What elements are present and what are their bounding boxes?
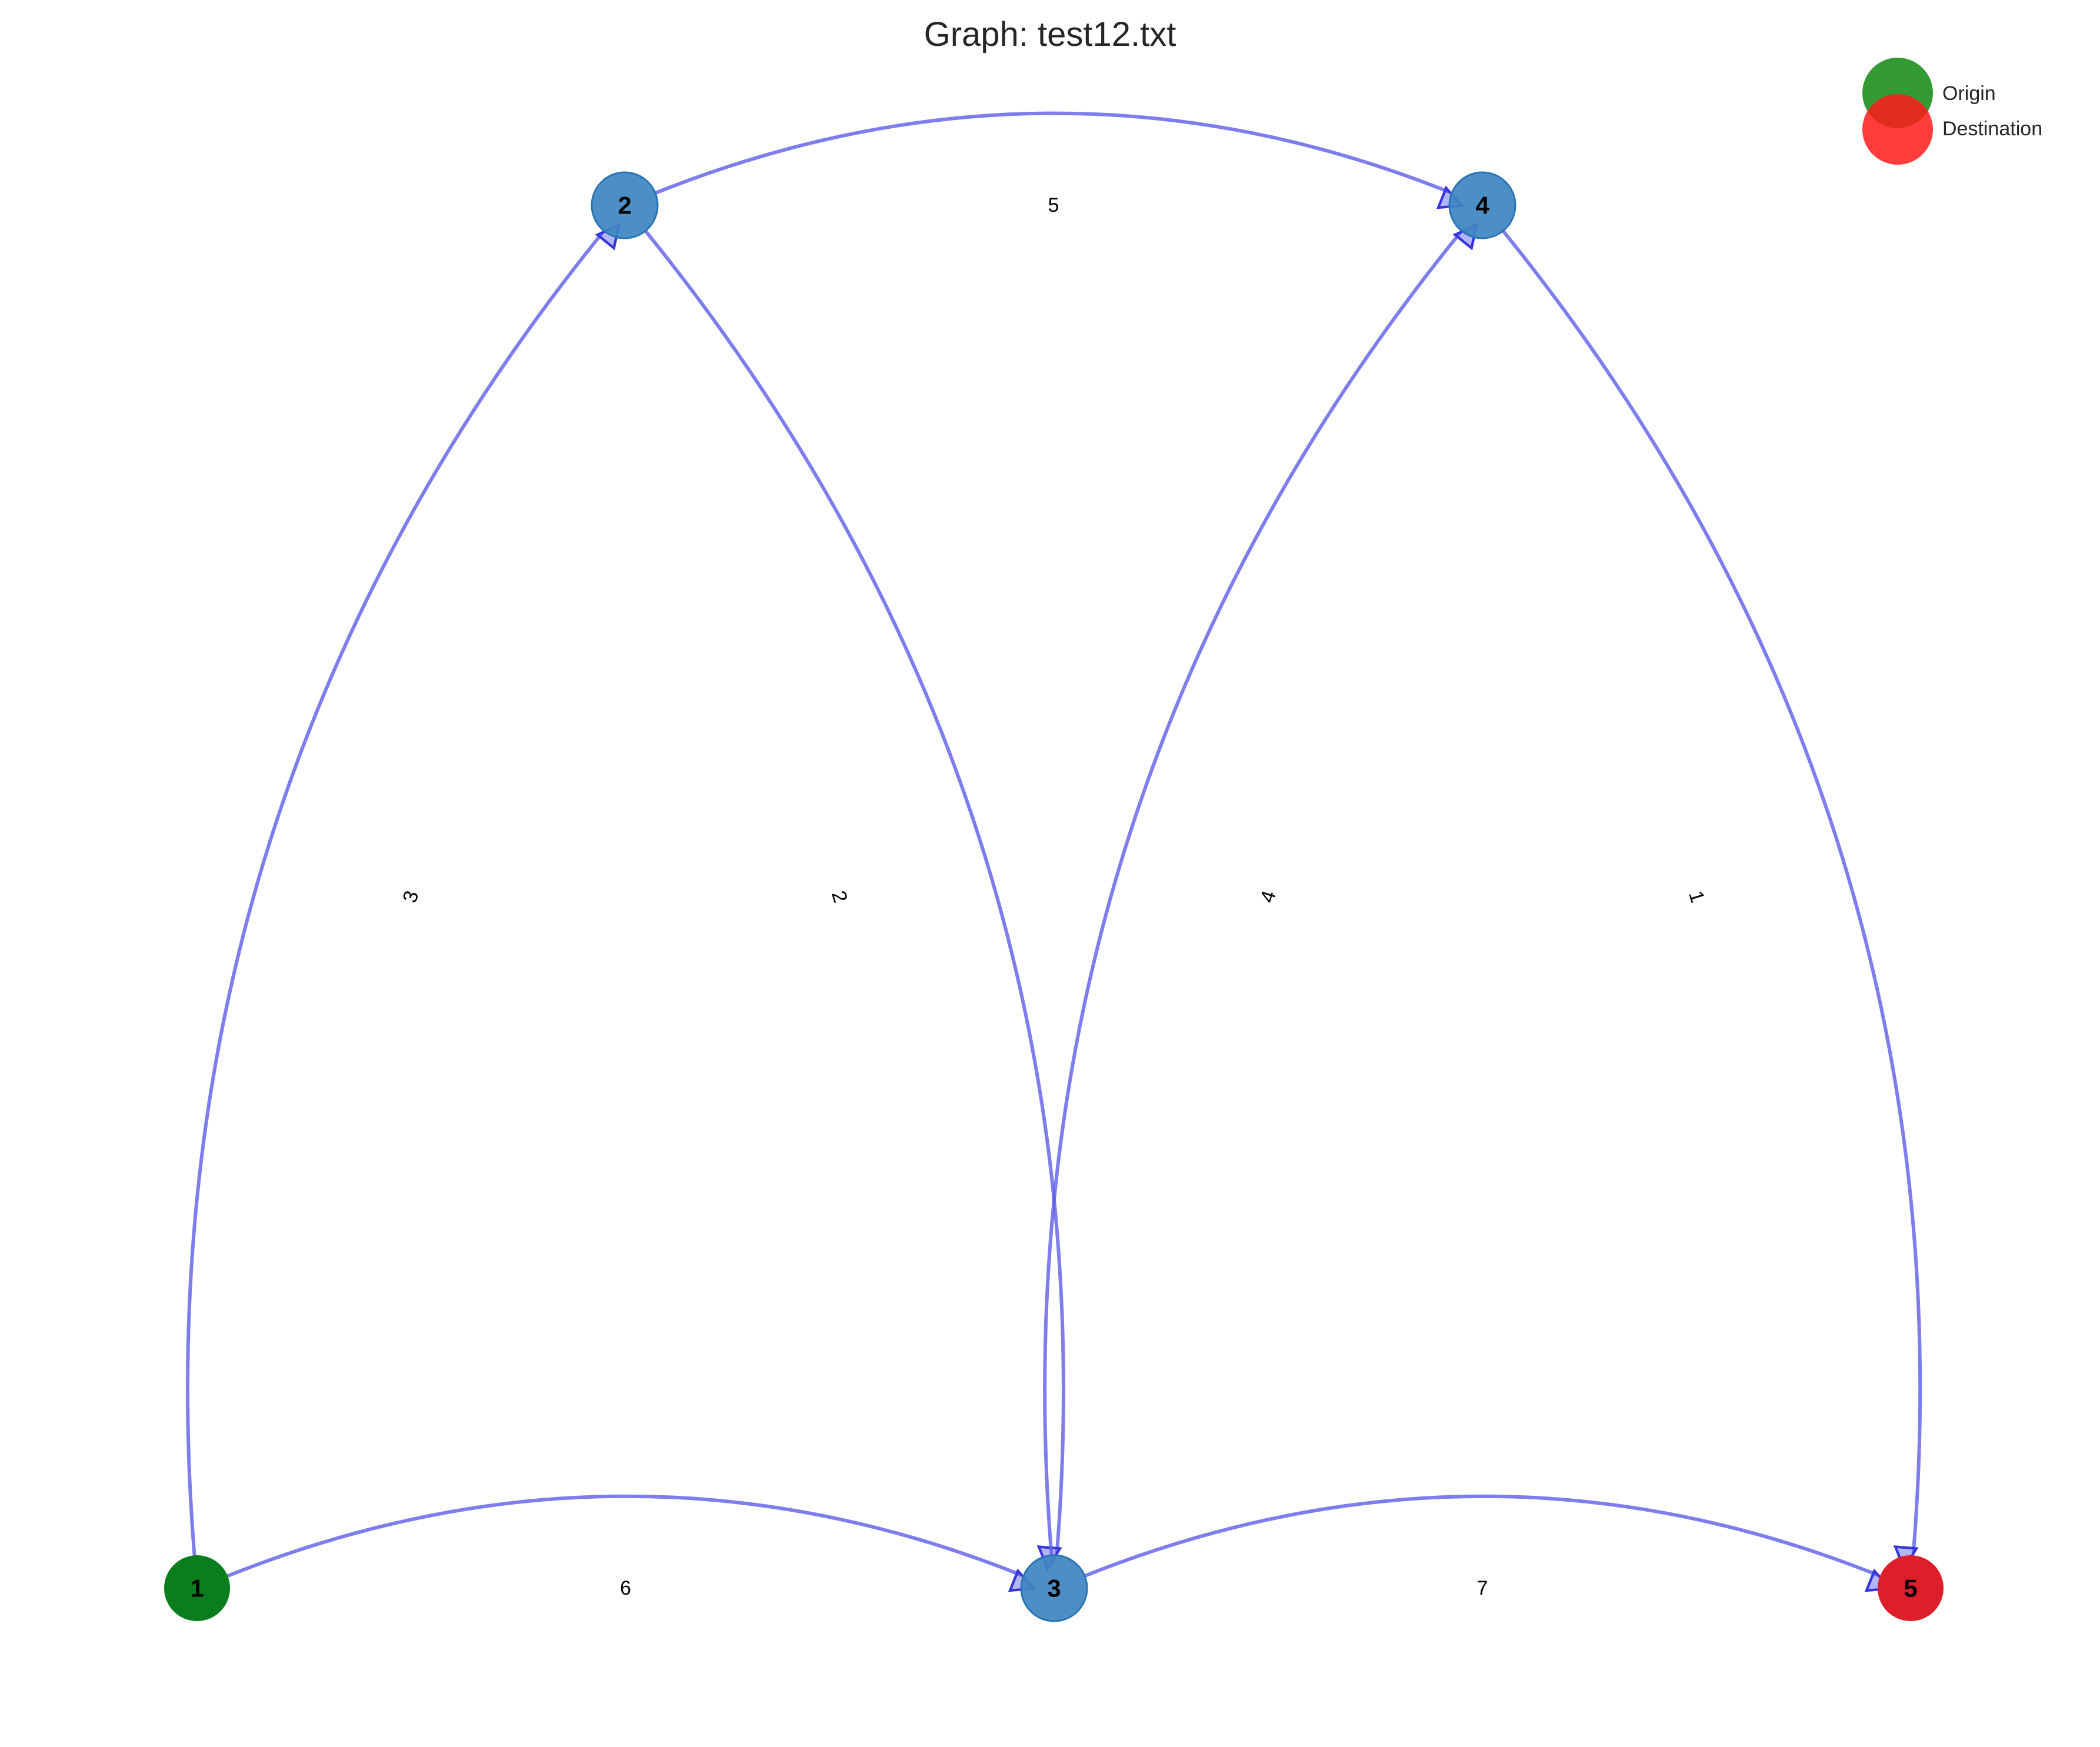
- node-1: 1: [164, 1555, 230, 1621]
- legend-destination-label: Destination: [1942, 118, 2042, 140]
- node-4: 4: [1448, 171, 1516, 239]
- edge-weight-label-3-4: 4: [1256, 888, 1281, 905]
- node-2: 2: [591, 171, 659, 239]
- node-5-circle: [1878, 1555, 1944, 1621]
- node-2-circle: [591, 171, 659, 239]
- node-4-circle: [1448, 171, 1516, 239]
- node-2-label: 2: [618, 192, 631, 219]
- edge-1-2: [186, 222, 621, 1557]
- node-3-label: 3: [1047, 1575, 1061, 1602]
- node-3: 3: [1020, 1554, 1088, 1622]
- edge-2-4: [654, 111, 1465, 209]
- edge-1-3: [226, 1494, 1036, 1592]
- edge-weight-label-1-2: 3: [399, 888, 424, 905]
- node-3-circle: [1020, 1554, 1088, 1622]
- edge-3-5: [1083, 1494, 1893, 1592]
- graph-title: Graph: test12.txt: [924, 15, 1176, 54]
- legend-destination-swatch: [1862, 94, 1933, 165]
- edge-weight-label-3-5: 7: [1477, 1577, 1488, 1599]
- legend-origin-label: Origin: [1942, 82, 1996, 105]
- edge-weight-label-2-4: 5: [1048, 194, 1059, 216]
- edge-3-4: [1043, 222, 1479, 1557]
- node-1-circle: [164, 1555, 230, 1621]
- nodes-layer: 1 2 3 4 5: [164, 171, 1944, 1622]
- node-4-label: 4: [1475, 192, 1489, 219]
- edge-4-5: [1501, 229, 1922, 1572]
- edges-layer: [186, 111, 1922, 1592]
- edge-labels-layer: 3 6 2 5 4 7 1: [399, 194, 1709, 1599]
- node-5: 5: [1878, 1555, 1944, 1621]
- legend: Origin Destination: [1862, 58, 2042, 165]
- node-5-label: 5: [1904, 1575, 1917, 1602]
- edge-weight-label-1-3: 6: [620, 1577, 631, 1599]
- node-1-label: 1: [190, 1575, 204, 1602]
- edge-weight-label-2-3: 2: [827, 888, 852, 905]
- edge-weight-label-4-5: 1: [1684, 888, 1709, 905]
- edge-2-3: [643, 229, 1065, 1572]
